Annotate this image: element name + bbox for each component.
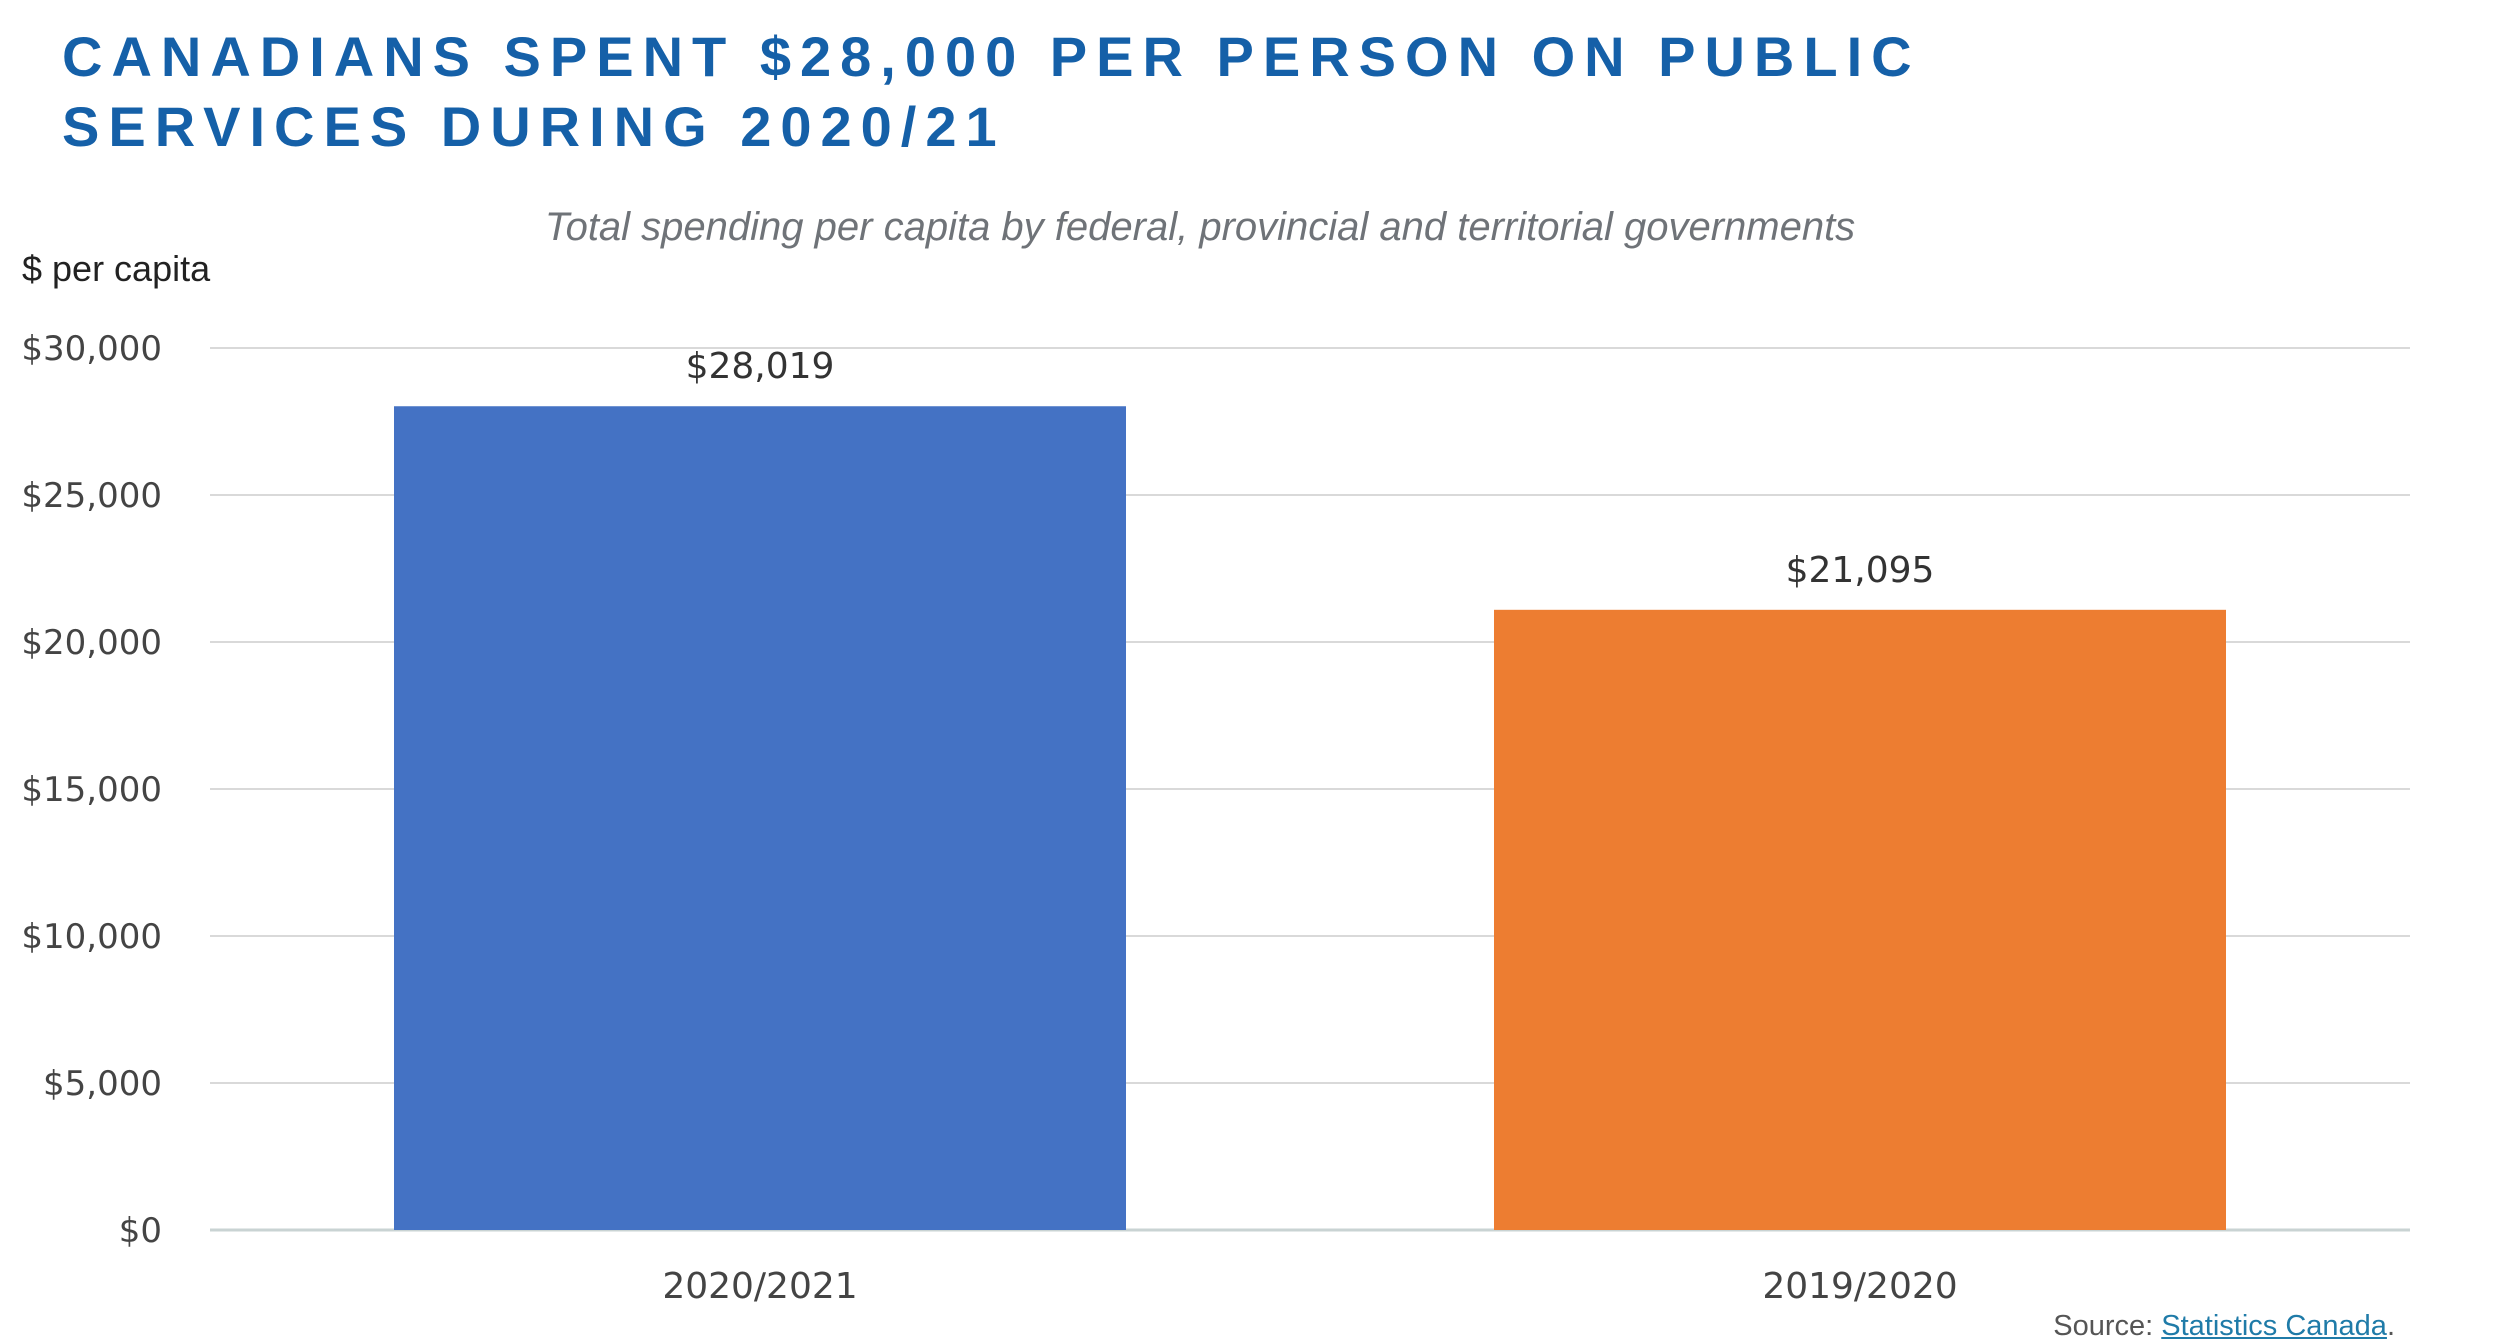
- title-line-1: CANADIANS SPENT $28,000 PER PERSON ON PU…: [62, 25, 1921, 88]
- y-tick-label: $20,000: [21, 623, 162, 663]
- y-axis-label: $ per capita: [22, 248, 211, 289]
- y-tick-label: $30,000: [21, 329, 162, 369]
- data-label: $28,019: [686, 346, 835, 387]
- data-labels: $28,019 $21,095: [686, 346, 1935, 591]
- y-tick-label: $0: [119, 1211, 162, 1251]
- category-label: 2019/2020: [1762, 1266, 1957, 1307]
- y-tick-labels: $0 $5,000 $10,000 $15,000 $20,000 $25,000 $30,…: [21, 329, 162, 1251]
- source-prefix: Source:: [2053, 1310, 2162, 1342]
- source-note: Source: Statistics Canada.: [2053, 1310, 2395, 1343]
- category-label: 2020/2021: [662, 1266, 857, 1307]
- y-tick-label: $15,000: [21, 770, 162, 810]
- y-tick-label: $25,000: [21, 476, 162, 516]
- y-tick-label: $10,000: [21, 917, 162, 957]
- data-label: $21,095: [1786, 550, 1935, 591]
- bar-2: [1494, 609, 2226, 1230]
- source-link[interactable]: Statistics Canada: [2161, 1310, 2387, 1342]
- bar-1: [394, 406, 1126, 1230]
- bars: [394, 406, 2226, 1230]
- page-title: CANADIANS SPENT $28,000 PER PERSON ON PU…: [62, 22, 2262, 162]
- chart-subtitle: Total spending per capita by federal, pr…: [544, 205, 1856, 249]
- y-tick-label: $5,000: [43, 1064, 162, 1104]
- title-line-2: SERVICES DURING 2020/21: [62, 95, 1006, 158]
- source-suffix: .: [2386, 1310, 2395, 1342]
- category-labels: 2020/2021 2019/2020: [662, 1266, 1957, 1307]
